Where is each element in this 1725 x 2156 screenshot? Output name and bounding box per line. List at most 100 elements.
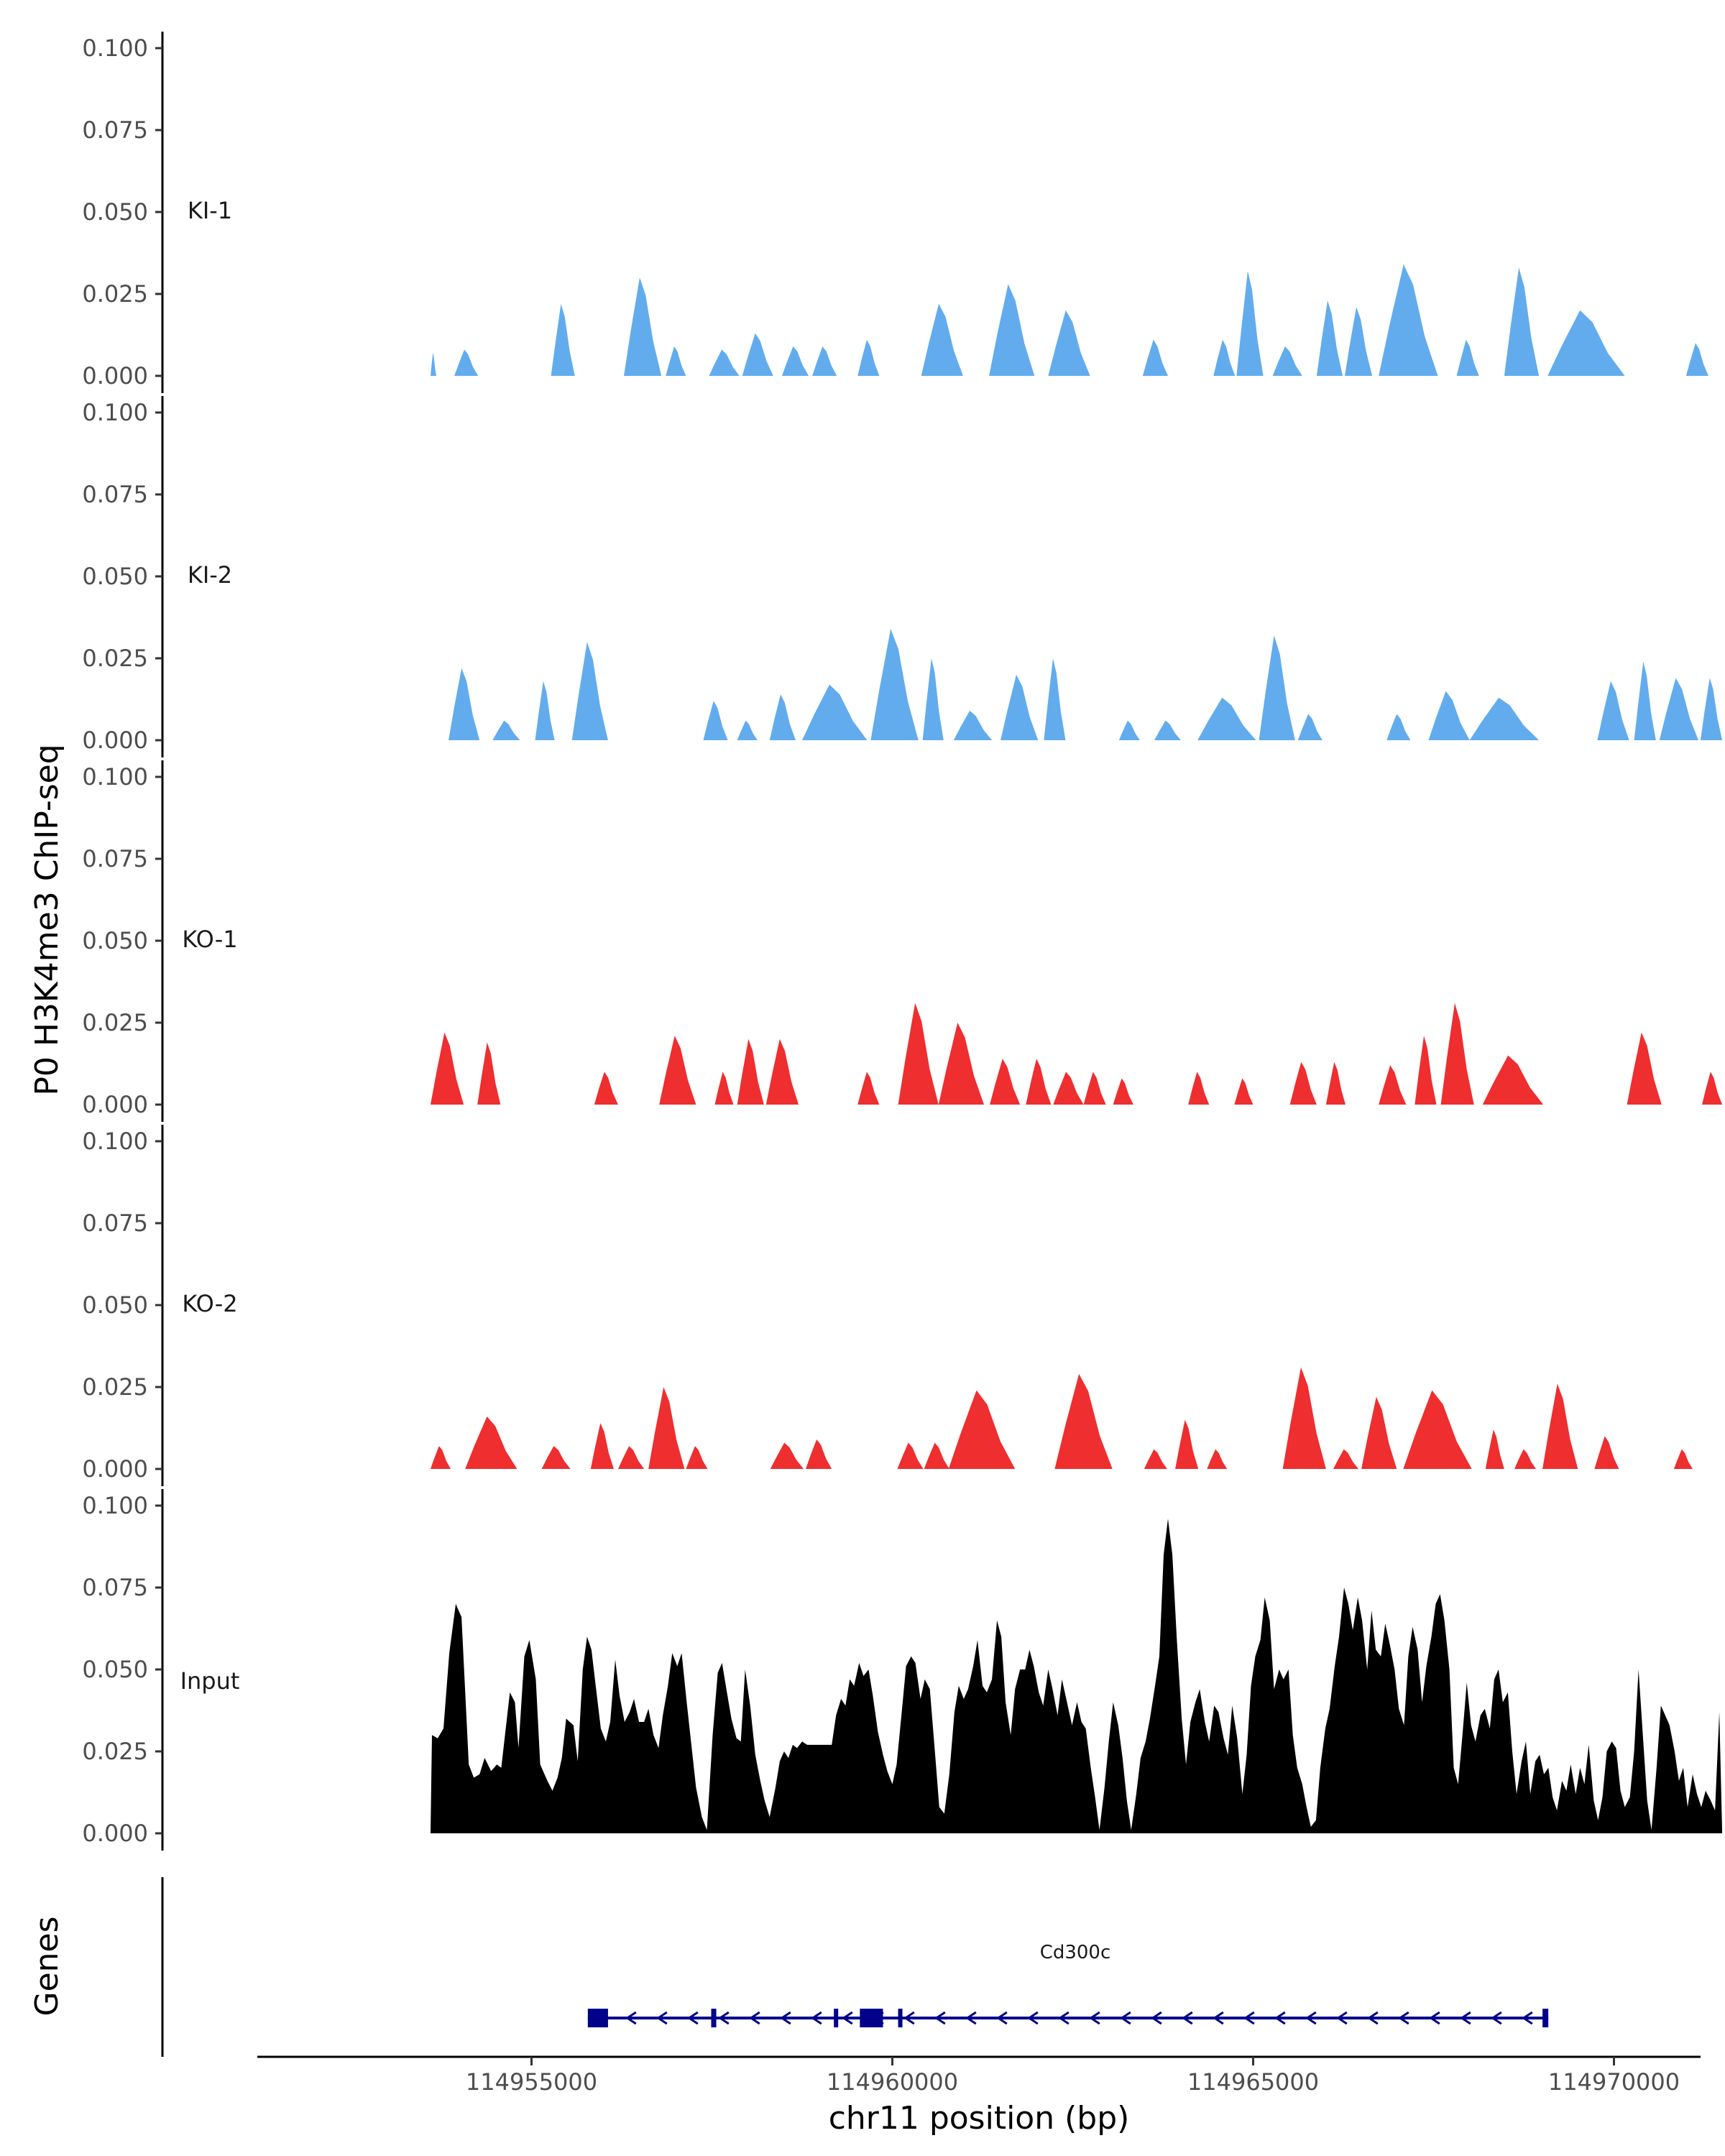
strand-arrow-cd300c (1027, 2011, 1039, 2025)
peak-ki-2 (1634, 661, 1656, 740)
y-tick-label-ki-1: 0.075 (82, 116, 148, 144)
peak-ko-1 (1026, 1059, 1052, 1105)
peak-ko-2 (897, 1442, 924, 1469)
peak-ki-1 (742, 333, 773, 376)
y-tick-label-ko-1: 0.100 (82, 763, 148, 791)
peak-ki-1 (781, 346, 809, 376)
peak-ko-2 (1054, 1373, 1113, 1469)
peak-ki-1 (1316, 300, 1343, 376)
peak-ki-1 (1504, 267, 1540, 376)
peak-ki-1 (454, 349, 479, 376)
peak-ko-2 (1207, 1449, 1228, 1469)
strand-arrow-cd300c (687, 2011, 699, 2025)
peak-ko-2 (1175, 1419, 1199, 1469)
y-tick-label-ki-2: 0.000 (82, 727, 148, 754)
peak-ki-2 (1197, 697, 1256, 740)
strand-arrow-cd300c (1522, 2011, 1533, 2025)
peak-ki-1 (1272, 346, 1302, 376)
track-labels: KI-1 KI-2 KO-1 KO-2 Input (180, 197, 240, 1695)
strand-arrow-cd300c (842, 2011, 853, 2025)
peak-ko-2 (431, 1446, 451, 1469)
y-tick-label-ko-2: 0.050 (82, 1291, 148, 1319)
strand-arrow-cd300c (1367, 2011, 1379, 2025)
strand-arrow-cd300c (1182, 2011, 1193, 2025)
peak-ko-2 (1485, 1429, 1504, 1469)
peak-ki-1 (857, 339, 880, 376)
peak-ki-1 (1379, 264, 1438, 376)
peak-ki-2 (535, 681, 555, 740)
peak-ki-1 (921, 303, 963, 376)
peak-ki-2 (1701, 678, 1723, 740)
track-label-ko-1: KO-1 (182, 926, 237, 953)
peak-ki-2 (1597, 681, 1629, 740)
peak-ko-1 (1440, 1003, 1474, 1105)
peak-ki-1 (1213, 339, 1236, 376)
y-tick-label-input: 0.025 (82, 1738, 148, 1765)
peak-ko-2 (770, 1442, 804, 1469)
strand-arrow-cd300c (1336, 2011, 1348, 2025)
y-tick-label-ki-2: 0.100 (82, 399, 148, 426)
peak-ko-1 (765, 1038, 799, 1105)
peak-ki-2 (769, 694, 796, 740)
peak-ko-2 (1673, 1449, 1693, 1469)
peak-ko-2 (1282, 1367, 1326, 1469)
y-tick-label-ki-2: 0.050 (82, 563, 148, 590)
peak-ko-1 (1289, 1061, 1317, 1105)
y-tick-label-ki-2: 0.075 (82, 481, 148, 508)
y-tick-label-ko-1: 0.025 (82, 1009, 148, 1036)
peak-ko-1 (714, 1072, 734, 1105)
strand-arrow-cd300c (996, 2011, 1008, 2025)
peak-ko-2 (1361, 1396, 1397, 1469)
exon-cd300c (898, 2009, 903, 2027)
strand-arrow-cd300c (1243, 2011, 1255, 2025)
peak-ki-1 (1685, 343, 1708, 376)
track-label-input: Input (180, 1667, 240, 1695)
peak-ki-2 (448, 668, 480, 740)
y-tick-label-input: 0.100 (82, 1492, 148, 1519)
peak-ki-1 (812, 346, 837, 376)
x-axis-title: chr11 position (bp) (829, 2100, 1130, 2137)
peak-ki-1 (624, 277, 662, 376)
y-tick-label-ki-2: 0.025 (82, 645, 148, 672)
strand-arrow-cd300c (1151, 2011, 1162, 2025)
peak-ko-1 (594, 1072, 618, 1105)
strand-arrow-cd300c (1213, 2011, 1224, 2025)
y-tick-label-ki-1: 0.050 (82, 198, 148, 226)
peak-ki-2 (1297, 714, 1322, 740)
y-tick-label-input: 0.000 (82, 1820, 148, 1847)
peak-ki-2 (1000, 674, 1039, 740)
peak-ki-2 (870, 629, 919, 740)
peak-ko-1 (1379, 1065, 1407, 1105)
strand-arrow-cd300c (934, 2011, 946, 2025)
strand-arrow-cd300c (656, 2011, 668, 2025)
strand-arrow-cd300c (903, 2011, 915, 2025)
exon-cd300c (711, 2009, 717, 2027)
x-tick-label: 114965000 (1187, 2068, 1319, 2096)
genes-panel-title: Genes (29, 1916, 65, 2016)
peak-ko-1 (1188, 1072, 1210, 1105)
peak-ko-1 (659, 1036, 696, 1105)
peak-ki-2 (802, 684, 868, 740)
gene-label-cd300c: Cd300c (1040, 1942, 1111, 1963)
y-tick-label-input: 0.050 (82, 1656, 148, 1683)
y-tick-label-ko-1: 0.050 (82, 927, 148, 954)
peak-ko-2 (924, 1442, 949, 1469)
peak-ko-2 (618, 1446, 645, 1469)
peak-ki-1 (1345, 307, 1373, 376)
strand-arrow-cd300c (1398, 2011, 1409, 2025)
track-label-ko-2: KO-2 (182, 1290, 237, 1317)
strand-arrow-cd300c (625, 2011, 637, 2025)
peak-ko-1 (1234, 1078, 1254, 1105)
strand-arrow-cd300c (1491, 2011, 1502, 2025)
peak-ko-1 (1627, 1032, 1662, 1105)
coverage-tracks (431, 264, 1723, 1833)
track-label-ki-1: KI-1 (188, 197, 232, 224)
peak-ko-2 (1333, 1449, 1359, 1469)
peak-ko-2 (1594, 1436, 1619, 1469)
peak-ko-2 (590, 1423, 614, 1469)
peak-ko-1 (1053, 1072, 1084, 1105)
strand-arrow-cd300c (1089, 2011, 1100, 2025)
x-tick-label: 114955000 (466, 2068, 597, 2096)
peak-ki-1 (1142, 339, 1168, 376)
strand-arrow-cd300c (749, 2011, 760, 2025)
